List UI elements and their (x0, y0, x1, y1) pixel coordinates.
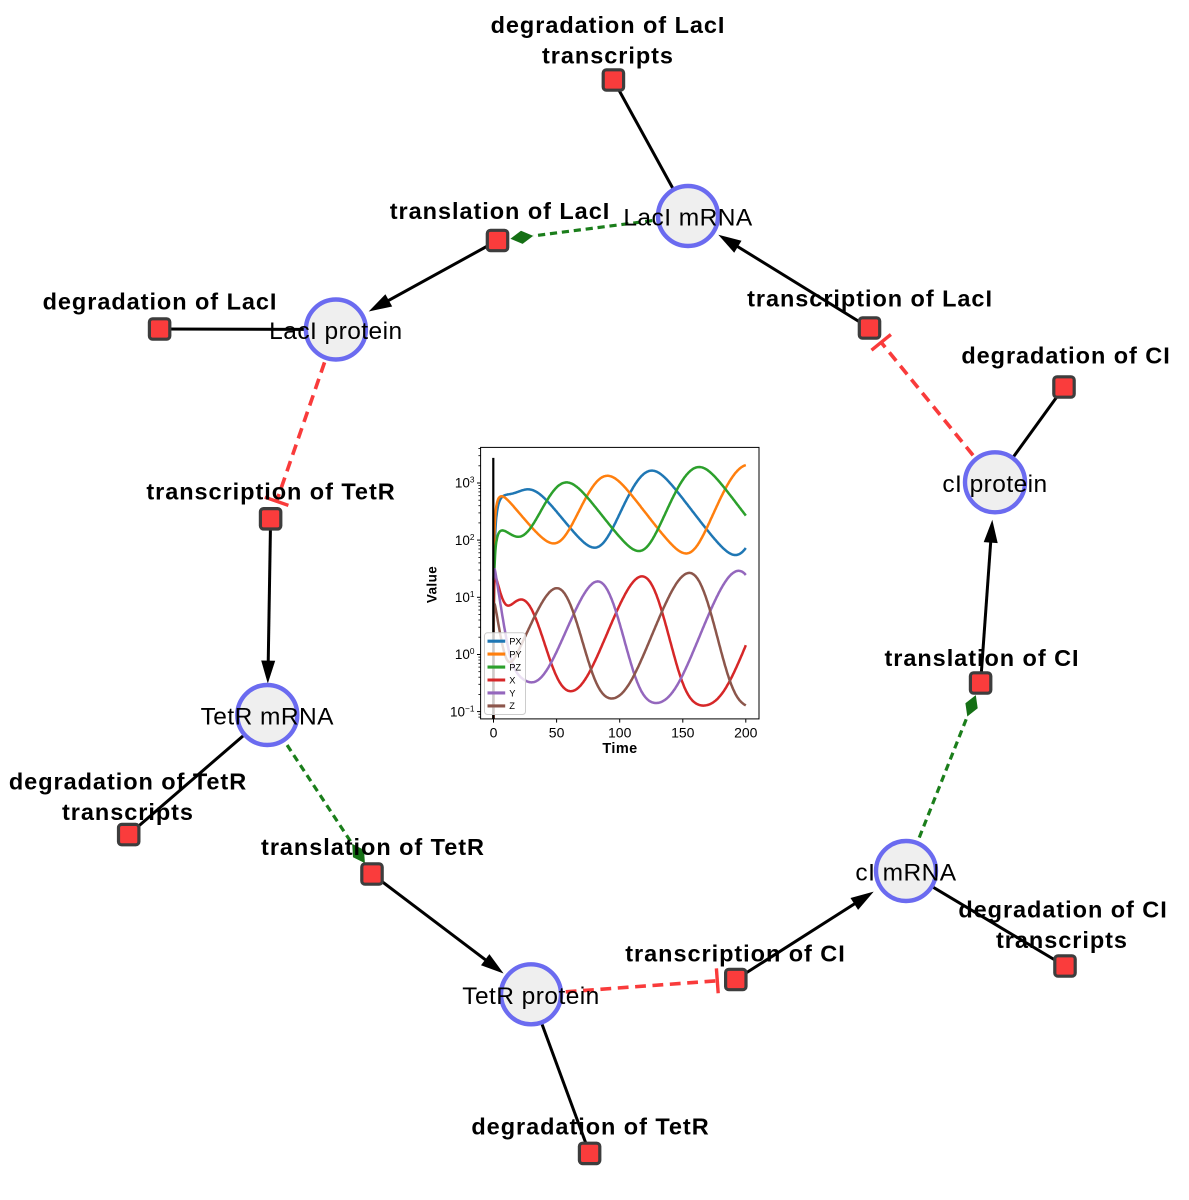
svg-text:translation of LacI: translation of LacI (390, 198, 610, 224)
svg-text:Y: Y (509, 688, 515, 698)
svg-text:50: 50 (549, 724, 565, 740)
svg-text:translation of CI: translation of CI (884, 645, 1079, 671)
svg-text:100: 100 (608, 724, 632, 740)
svg-text:PX: PX (509, 637, 521, 647)
svg-text:LacI mRNA: LacI mRNA (623, 205, 753, 232)
svg-text:200: 200 (734, 724, 758, 740)
svg-text:LacI protein: LacI protein (269, 318, 402, 345)
svg-text:degradation of CI: degradation of CI (961, 343, 1170, 369)
svg-text:Z: Z (509, 701, 515, 711)
svg-text:X: X (509, 675, 515, 685)
svg-text:101: 101 (455, 589, 475, 605)
svg-text:transcription of CI: transcription of CI (625, 941, 845, 967)
svg-text:PY: PY (509, 650, 521, 660)
svg-text:0: 0 (490, 724, 498, 740)
svg-text:translation of TetR: translation of TetR (261, 834, 485, 860)
svg-text:cI mRNA: cI mRNA (855, 860, 956, 887)
svg-text:Value: Value (424, 566, 439, 603)
svg-text:150: 150 (671, 724, 695, 740)
svg-text:degradation of LacI: degradation of LacI (43, 289, 278, 315)
svg-text:PZ: PZ (509, 663, 521, 673)
svg-text:Time: Time (602, 741, 637, 757)
svg-text:transcripts: transcripts (542, 43, 674, 69)
svg-text:transcripts: transcripts (62, 799, 194, 825)
svg-text:transcription of LacI: transcription of LacI (747, 286, 993, 312)
svg-text:100: 100 (455, 646, 475, 662)
svg-text:transcription of TetR: transcription of TetR (146, 479, 395, 505)
svg-text:TetR mRNA: TetR mRNA (201, 704, 335, 731)
svg-text:102: 102 (455, 532, 475, 548)
svg-text:TetR protein: TetR protein (462, 983, 600, 1010)
svg-text:transcripts: transcripts (996, 927, 1128, 953)
svg-text:103: 103 (455, 475, 475, 491)
svg-text:degradation of LacI: degradation of LacI (491, 12, 726, 38)
svg-text:cI protein: cI protein (942, 471, 1047, 498)
svg-text:degradation of TetR: degradation of TetR (471, 1114, 709, 1140)
svg-text:degradation of CI: degradation of CI (958, 897, 1167, 923)
svg-text:degradation of TetR: degradation of TetR (9, 769, 247, 795)
